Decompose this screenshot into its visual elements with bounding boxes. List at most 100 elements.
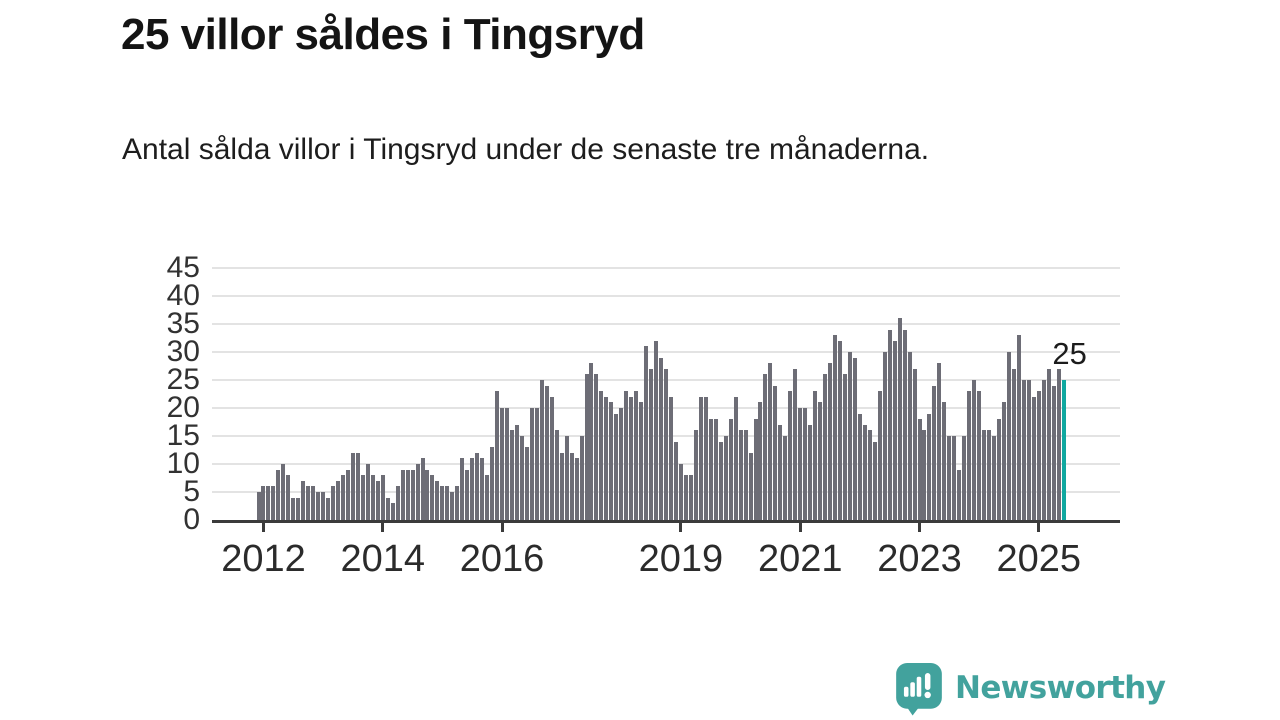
bar: [539, 380, 544, 520]
x-tick-label: 2025: [996, 538, 1082, 580]
bar: [460, 458, 465, 520]
bar: [529, 408, 534, 520]
bar: [992, 436, 997, 520]
bar: [331, 486, 336, 520]
y-tick-label: 20: [166, 391, 200, 424]
bar: [350, 452, 355, 520]
bar: [738, 430, 743, 520]
bar: [505, 408, 509, 520]
bar: [261, 486, 266, 520]
newsworthy-logo-icon: [896, 663, 942, 716]
bar: [1006, 352, 1011, 520]
bar: [753, 419, 758, 520]
gridline: [212, 267, 1120, 270]
bar: [927, 413, 932, 520]
bar: [326, 497, 331, 520]
x-tick-mark: [500, 523, 504, 532]
bar: [1036, 391, 1041, 520]
bar: [922, 430, 927, 520]
bar: [693, 430, 698, 520]
bar: [291, 497, 296, 520]
bar: [569, 452, 574, 520]
bar: [574, 458, 579, 520]
bar: [306, 486, 311, 520]
bar: [783, 436, 788, 520]
bar: [440, 486, 445, 520]
y-tick-label: 35: [166, 307, 200, 340]
bar: [554, 430, 559, 520]
bar: [649, 368, 654, 520]
bar: [798, 408, 803, 520]
bar: [882, 352, 887, 520]
bar: [872, 441, 877, 520]
bar: [266, 486, 271, 520]
bar: [669, 396, 673, 520]
bar: [1046, 368, 1051, 520]
bar: [281, 464, 286, 520]
bar: [862, 424, 867, 520]
bar: [524, 447, 529, 520]
gridline: [212, 295, 1120, 297]
bar: [823, 374, 828, 520]
bar: [450, 492, 455, 520]
bar: [1026, 380, 1031, 520]
bar: [340, 475, 345, 520]
x-tick-label: 2016: [459, 538, 545, 580]
chart-subtitle: Antal sålda villor i Tingsryd under de s…: [122, 133, 930, 166]
bar: [957, 469, 962, 520]
bar: [355, 452, 360, 520]
bar: [803, 408, 808, 520]
y-tick-label: 0: [183, 503, 200, 536]
newsworthy-logo: Newsworthy: [896, 663, 1166, 716]
bar: [1011, 368, 1016, 520]
bar: [634, 391, 639, 520]
bar: [420, 458, 425, 520]
bar: [256, 492, 261, 520]
bar: [892, 340, 897, 520]
bar: [584, 374, 589, 520]
bar: [942, 402, 947, 520]
y-tick-label: 45: [166, 251, 200, 284]
bar: [977, 391, 982, 520]
bar: [385, 497, 390, 520]
bar: [475, 452, 480, 520]
bar: [897, 318, 902, 520]
bar-chart-plot-area: 0 5 10 15 20 25 30 35 40 45 2012 2014 2016 2019 2021 2…: [167, 251, 1120, 580]
x-tick-mark: [679, 523, 683, 532]
bar: [360, 475, 365, 520]
bar: [808, 424, 813, 520]
bar: [987, 430, 992, 520]
bar: [763, 374, 768, 520]
bar: [982, 430, 987, 520]
bar: [698, 396, 703, 520]
bar: [564, 436, 569, 520]
x-tick-label: 2012: [221, 538, 306, 580]
gridline: [212, 323, 1120, 325]
bar: [972, 380, 977, 520]
bar: [276, 469, 281, 520]
x-tick-mark: [1037, 523, 1041, 532]
bar: [370, 475, 375, 520]
x-tick-label: 2021: [757, 538, 843, 580]
bar: [624, 391, 629, 520]
bar: [778, 424, 783, 520]
bar: [430, 475, 435, 520]
bar: [768, 363, 773, 520]
y-tick-label: 5: [183, 475, 200, 508]
bar: [713, 419, 718, 520]
bar: [395, 486, 400, 520]
bar: [311, 486, 316, 520]
x-tick-label: 2014: [340, 538, 426, 580]
bar: [688, 475, 693, 520]
bar: [857, 413, 862, 520]
bar: [758, 402, 763, 520]
y-tick-label: 10: [166, 447, 200, 480]
bar: [718, 441, 723, 520]
bar: [728, 419, 733, 520]
bar: [1002, 402, 1006, 520]
bar: [470, 458, 475, 520]
bar: [614, 413, 619, 520]
x-tick-mark: [381, 523, 385, 532]
bar: [723, 436, 728, 520]
bar: [678, 464, 683, 520]
